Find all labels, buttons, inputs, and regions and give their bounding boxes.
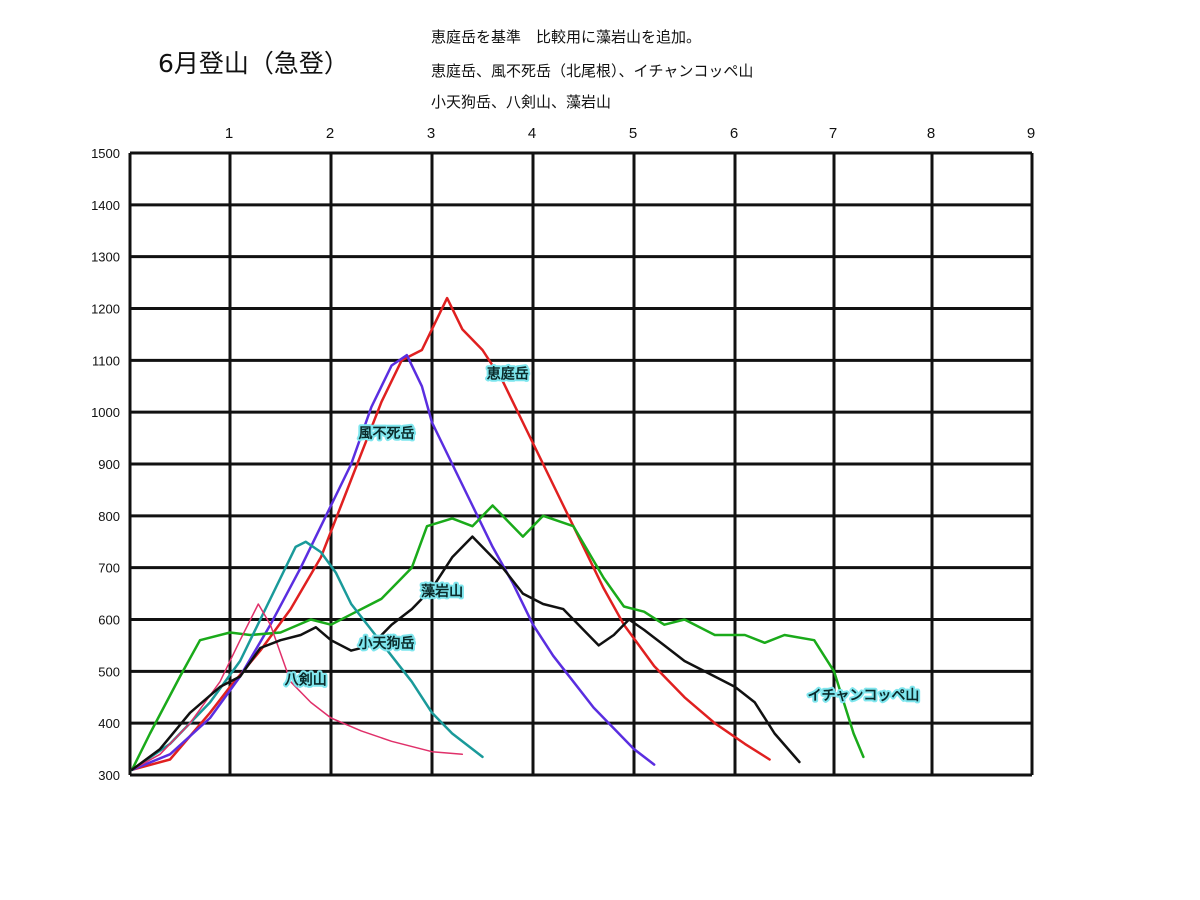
note-line-1: 恵庭岳を基準 比較用に藻岩山を追加。 (431, 28, 702, 46)
x-tick-label: 9 (1027, 125, 1035, 142)
series-line (130, 504, 865, 772)
series-line (131, 603, 464, 771)
series-line (130, 296, 771, 772)
series-line (130, 535, 801, 772)
y-tick-label: 900 (98, 457, 120, 472)
y-tick-label: 700 (98, 561, 120, 576)
x-tick-label: 8 (927, 125, 935, 142)
note-line-2: 恵庭岳、風不死岳（北尾根）、イチャンコッペ山 (431, 62, 754, 80)
x-tick-label: 4 (528, 125, 536, 142)
y-tick-label: 400 (98, 716, 120, 731)
chart-title: 6月登山（急登） (158, 49, 349, 78)
x-tick-label: 3 (427, 125, 435, 142)
x-tick-label: 5 (629, 125, 637, 142)
series-label: 小天狗岳 (359, 635, 415, 652)
y-tick-label: 800 (98, 509, 120, 524)
series-label: 恵庭岳 (487, 365, 529, 382)
y-tick-label: 300 (98, 768, 120, 783)
y-tick-label: 500 (98, 664, 120, 679)
note-line-3: 小天狗岳、八剣山、藻岩山 (431, 93, 612, 111)
x-tick-label: 7 (829, 125, 837, 142)
y-tick-label: 600 (98, 613, 120, 628)
x-tick-label: 2 (326, 125, 334, 142)
y-tick-label: 1400 (91, 198, 120, 213)
series-label: 藻岩山 (421, 583, 463, 600)
series-label: イチャンコッペ山 (807, 688, 919, 704)
y-tick-label: 1000 (91, 405, 120, 420)
y-tick-label: 1200 (91, 302, 120, 317)
x-tick-label: 6 (730, 125, 738, 142)
y-tick-label: 1500 (91, 146, 120, 161)
series-label: 風不死岳 (359, 425, 415, 442)
x-tick-label: 1 (225, 125, 233, 142)
series-label: 八剣山 (284, 671, 327, 688)
y-tick-label: 1100 (92, 353, 120, 368)
series-line (130, 540, 484, 772)
series-line (130, 353, 656, 772)
y-tick-label: 1300 (91, 250, 120, 265)
